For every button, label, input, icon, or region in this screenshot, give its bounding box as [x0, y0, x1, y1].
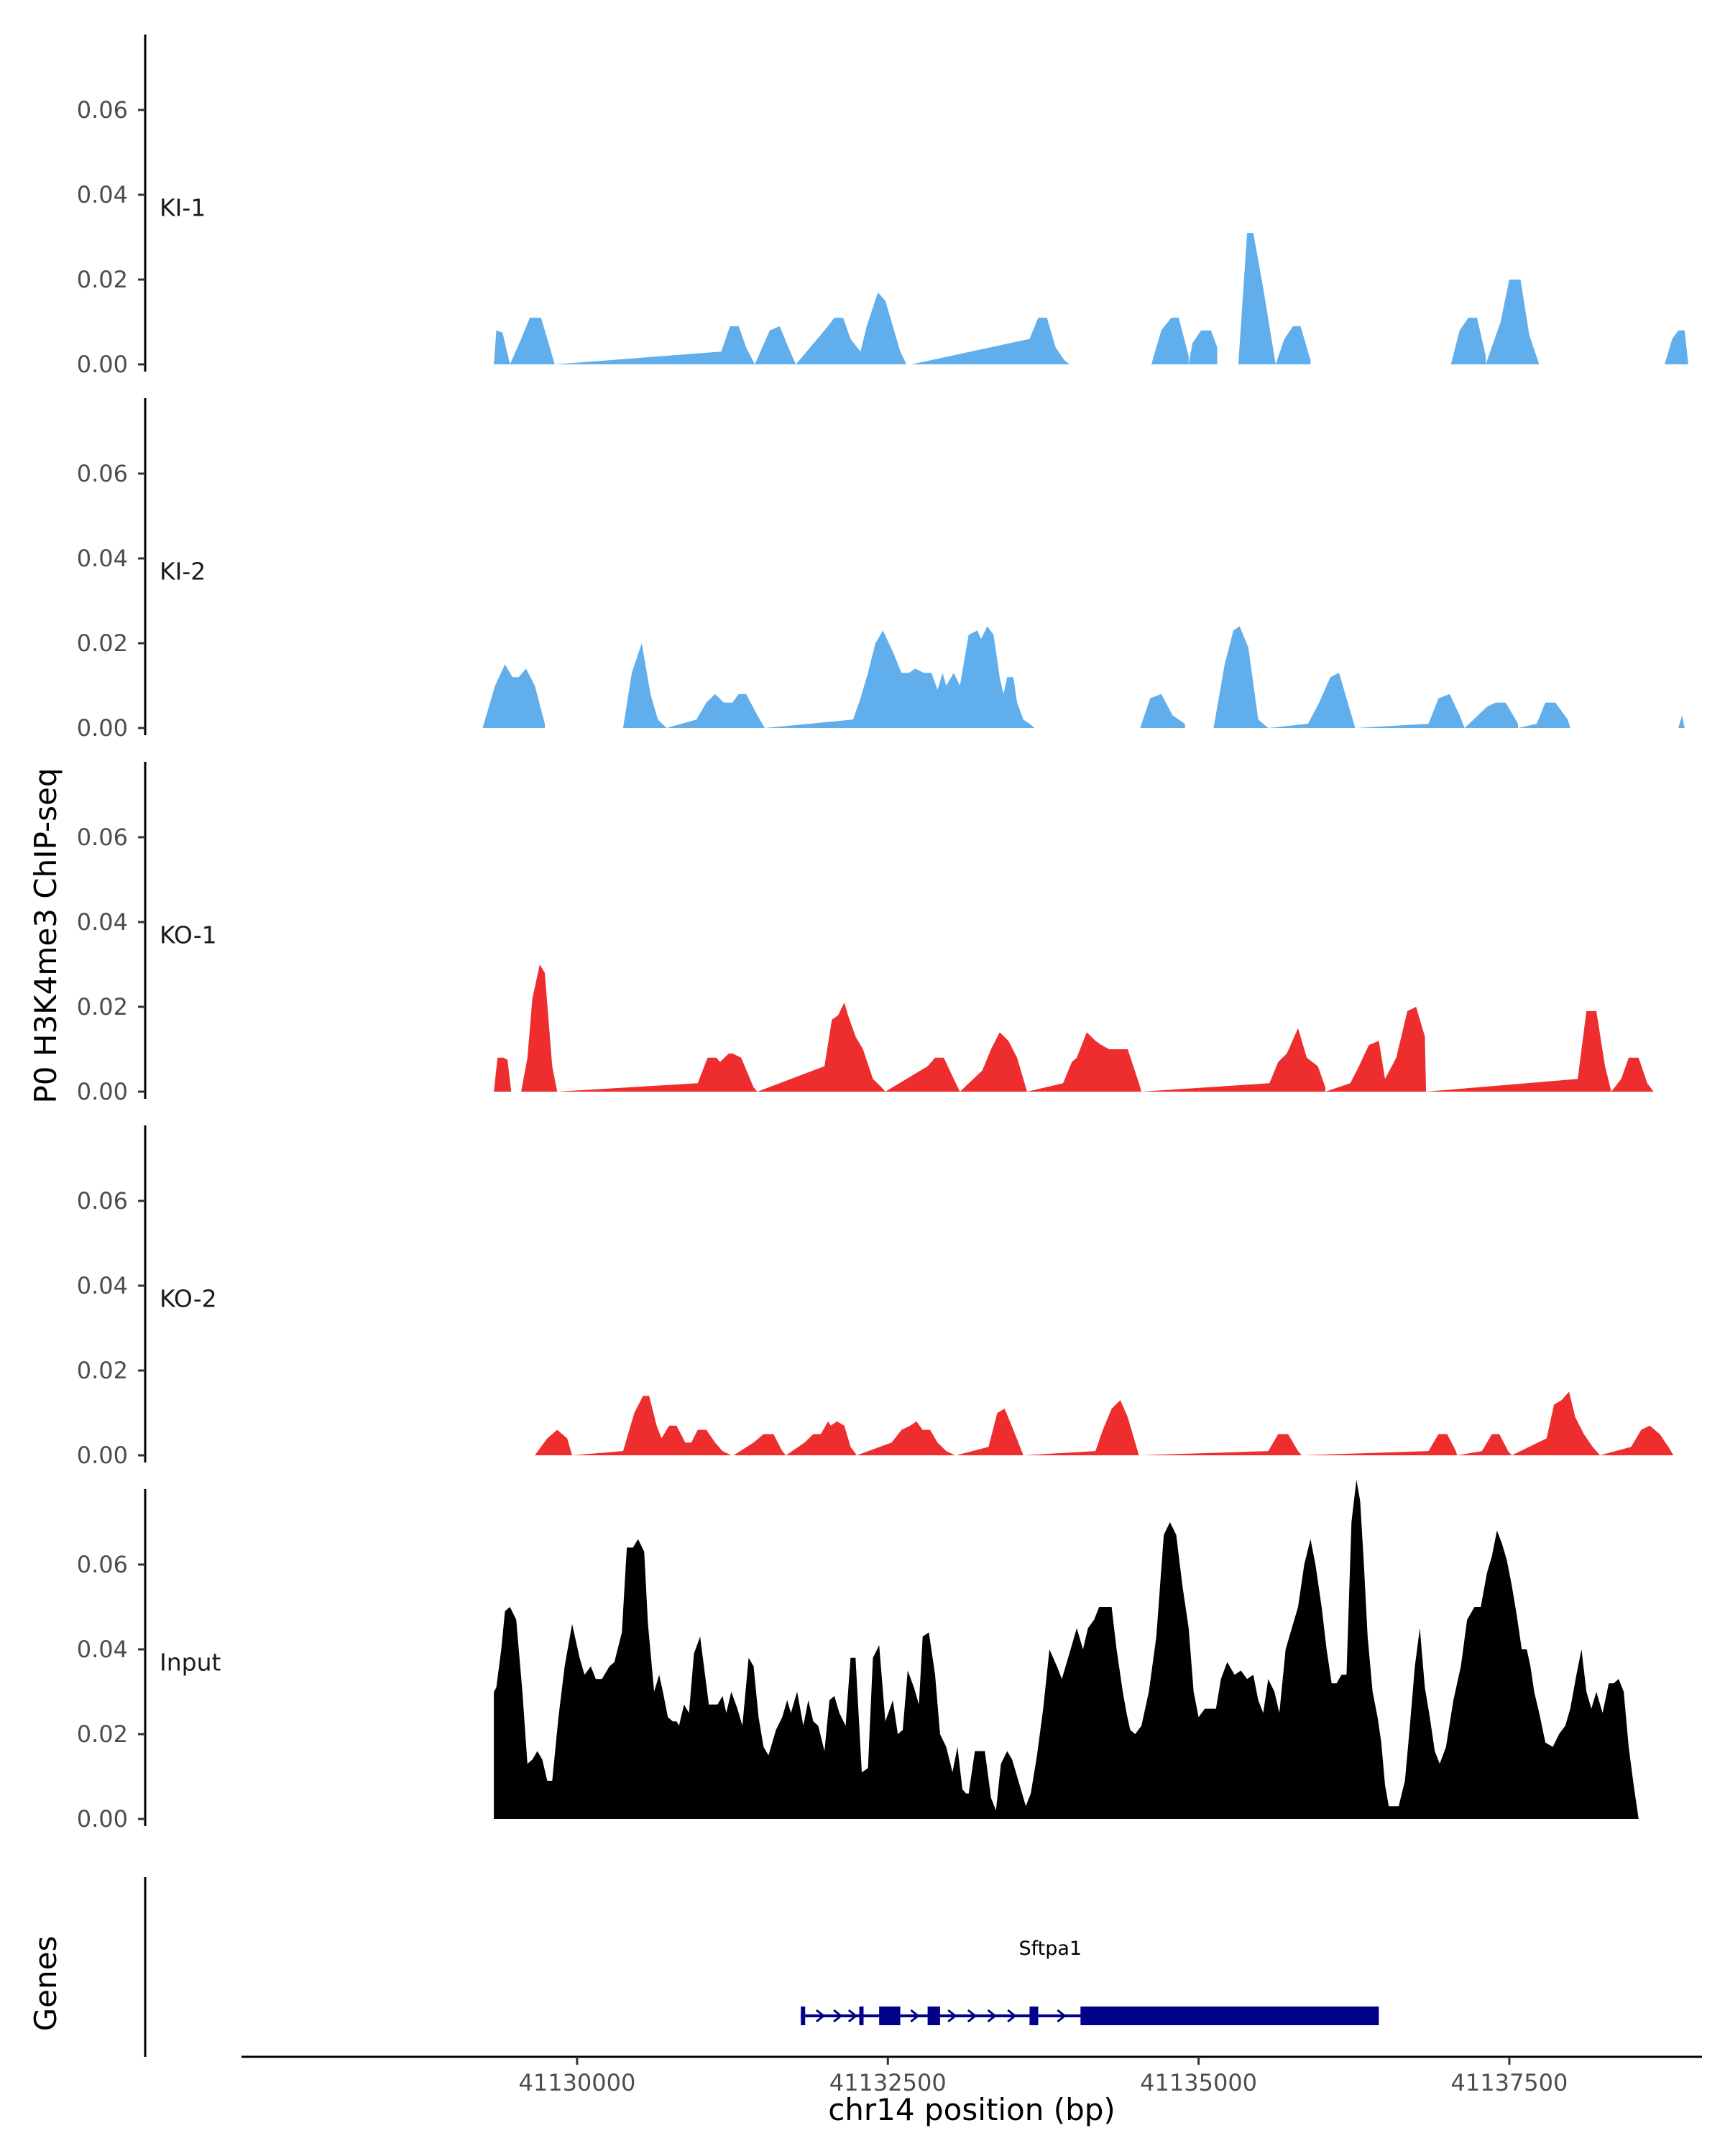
strand-arrow: [815, 2009, 826, 2023]
gene-exon: [879, 2007, 901, 2025]
y-tick-label: 0.00: [77, 714, 128, 742]
y-tick-label: 0.00: [77, 1805, 128, 1833]
gene-exon: [859, 2007, 864, 2025]
strand-arrow: [1057, 2009, 1067, 2023]
coverage-area-ki-2: [482, 626, 1685, 728]
y-tick-label: 0.04: [77, 908, 128, 936]
x-tick-label: 41135000: [1140, 2069, 1257, 2096]
gene-exon: [927, 2007, 940, 2025]
y-tick-label: 0.04: [77, 1636, 128, 1663]
y-tick-label: 0.00: [77, 1078, 128, 1105]
coverage-area-ko-2: [535, 1391, 1674, 1455]
x-tick-label: 41132500: [829, 2069, 947, 2096]
y-tick-label: 0.06: [77, 460, 128, 487]
gene-exon: [1080, 2007, 1379, 2025]
track-label: KI-1: [160, 194, 206, 222]
y-tick-label: 0.02: [77, 266, 128, 293]
track-label: KO-2: [160, 1285, 217, 1313]
coverage-area-ko-1: [494, 964, 1654, 1092]
y-tick-label: 0.06: [77, 1551, 128, 1578]
x-axis-title: chr14 position (bp): [828, 2092, 1116, 2127]
track-ko-1: 0.00 0.02 0.04 0.06 KO-1: [77, 762, 1654, 1105]
track-ko-2: 0.00 0.02 0.04 0.06 KO-2: [77, 1125, 1674, 1469]
y-tick-label: 0.06: [77, 1187, 128, 1215]
y-tick-label: 0.04: [77, 545, 128, 572]
y-tick-label: 0.04: [77, 181, 128, 208]
strand-arrow: [910, 2009, 920, 2023]
genes-panel: Genes Sftpa1: [28, 1877, 1379, 2057]
y-tick-label: 0.02: [77, 1357, 128, 1384]
y-tick-label: 0.00: [77, 1442, 128, 1469]
y-tick-label: 0.02: [77, 630, 128, 657]
y-axis-title: P0 H3K4me3 ChIP-seq: [28, 768, 63, 1103]
x-tick-label: 41130000: [518, 2069, 635, 2096]
coverage-area-input: [494, 1480, 1639, 1819]
track-input: 0.00 0.02 0.04 0.06 Input: [77, 1480, 1639, 1833]
gene-exon: [1029, 2007, 1039, 2025]
strand-arrow: [967, 2009, 978, 2023]
y-tick-label: 0.02: [77, 1720, 128, 1748]
strand-arrow: [833, 2009, 843, 2023]
coverage-area-ki-1: [494, 233, 1688, 364]
strand-arrow: [987, 2009, 997, 2023]
y-tick-label: 0.06: [77, 96, 128, 124]
y-tick-label: 0.04: [77, 1272, 128, 1299]
track-ki-1: 0.00 0.02 0.04 0.06 KI-1: [77, 34, 1688, 378]
genes-panel-title: Genes: [28, 1936, 63, 2032]
strand-arrow: [947, 2009, 957, 2023]
x-tick-label: 41137500: [1451, 2069, 1568, 2096]
track-ki-2: 0.00 0.02 0.04 0.06 KI-2: [77, 398, 1685, 742]
strand-arrow: [1007, 2009, 1017, 2023]
y-tick-label: 0.02: [77, 993, 128, 1021]
tracks-layer: 0.00 0.02 0.04 0.06 KI-1 0.00 0.02 0.04 0.06 KI-2…: [77, 34, 1688, 1833]
track-label: KI-2: [160, 558, 206, 586]
y-tick-label: 0.00: [77, 351, 128, 378]
track-label: Input: [160, 1649, 221, 1677]
gene-name-label: Sftpa1: [1018, 1938, 1082, 1960]
y-tick-label: 0.06: [77, 824, 128, 851]
x-axis: 41130000 41132500 41135000 41137500: [242, 2055, 1702, 2096]
strand-arrow: [847, 2009, 858, 2023]
gene-exon: [801, 2007, 806, 2025]
track-label: KO-1: [160, 921, 217, 949]
